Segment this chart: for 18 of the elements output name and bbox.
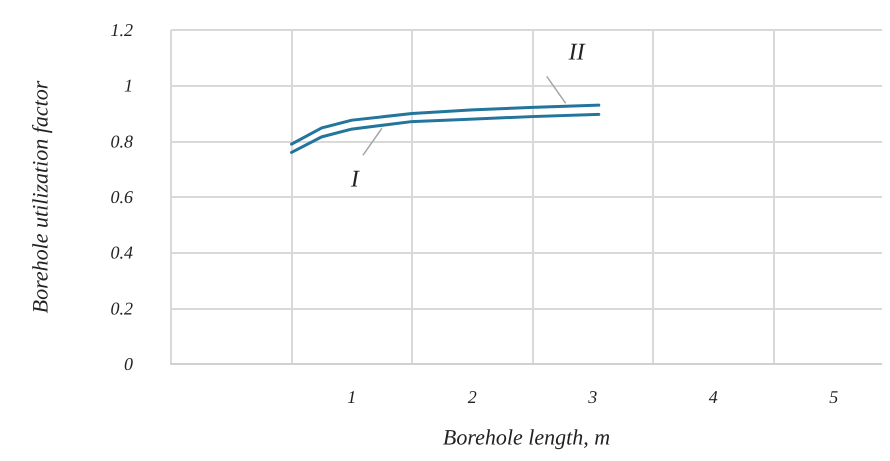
series-label: II — [568, 39, 586, 66]
line-series — [290, 112, 600, 154]
y-tick-label: 0.4 — [110, 242, 133, 263]
y-tick-label: 0.2 — [110, 298, 133, 318]
y-tick-label: 0 — [124, 354, 133, 374]
y-tick-label: 0.8 — [110, 131, 133, 152]
x-tick-label: 3 — [587, 387, 598, 407]
x-tick-label: 5 — [829, 387, 838, 407]
y-axis-title: Borehole utilization factor — [28, 80, 52, 314]
y-tick-label: 0.6 — [110, 187, 133, 207]
x-tick-label: 1 — [347, 387, 356, 407]
x-tick-label: 4 — [708, 387, 718, 407]
y-tick-label: 1 — [124, 76, 133, 96]
y-tick-label: 1.2 — [110, 20, 133, 40]
x-axis-title: Borehole length, m — [442, 424, 610, 450]
series-label: I — [350, 166, 360, 192]
line-series — [290, 104, 600, 146]
x-tick-label: 2 — [468, 387, 477, 407]
